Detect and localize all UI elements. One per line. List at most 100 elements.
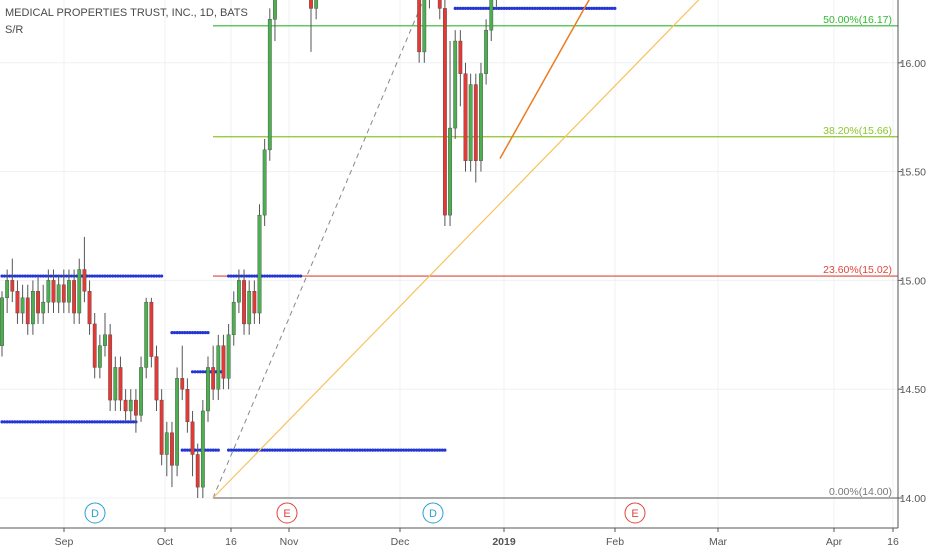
trend-lines[interactable] — [212, 0, 726, 499]
sr-dot — [546, 6, 550, 10]
sr-dot — [438, 448, 442, 452]
sr-dot — [72, 420, 76, 424]
sr-dot — [528, 6, 532, 10]
sr-dot — [414, 448, 419, 452]
trend-line-yellow[interactable] — [212, 0, 718, 499]
sr-dot — [5, 420, 9, 424]
event-circle[interactable] — [624, 502, 646, 524]
sr-dot — [613, 6, 617, 10]
sr-dot — [523, 6, 527, 10]
sr-dot — [90, 420, 94, 424]
sr-dot — [237, 448, 241, 452]
sr-dot — [111, 420, 115, 424]
sr-dot — [340, 448, 344, 452]
sr-dot — [49, 274, 53, 278]
y-tick-label: 14.00 — [900, 493, 926, 505]
candle-up — [113, 367, 118, 401]
event-circle[interactable] — [276, 502, 298, 524]
candle-down — [417, 0, 422, 53]
y-tick-label: 15.50 — [900, 167, 926, 179]
sr-dot — [499, 6, 504, 10]
sr-dot — [384, 448, 388, 452]
sr-dot — [198, 331, 202, 335]
sr-dot — [206, 448, 210, 452]
sr-dot — [21, 420, 25, 424]
sr-dot — [100, 274, 105, 278]
sr-dot — [548, 6, 553, 10]
sr-dot — [517, 6, 522, 10]
sr-dot — [229, 274, 233, 278]
candle-up — [422, 0, 427, 53]
event-circle[interactable] — [84, 502, 106, 524]
sr-dot — [443, 448, 447, 452]
sr-dot — [463, 6, 468, 10]
sr-dot — [196, 331, 200, 335]
sr-dot — [129, 274, 133, 278]
sr-dot — [116, 420, 120, 424]
event-marker-d[interactable]: D — [422, 502, 444, 524]
sr-dot — [373, 448, 377, 452]
sr-dot — [77, 420, 81, 424]
sr-dot — [190, 331, 195, 335]
candle-down — [92, 323, 97, 368]
sr-dot — [335, 448, 339, 452]
sr-dot — [420, 448, 424, 452]
sr-dot — [234, 448, 238, 452]
sr-dot — [227, 448, 231, 452]
sr-dot — [505, 6, 509, 10]
event-circle[interactable] — [422, 502, 444, 524]
sr-dot — [407, 448, 411, 452]
symbol-title: MEDICAL PROPERTIES TRUST, INC., 1D, BATS — [5, 7, 248, 19]
candle-up — [46, 280, 51, 303]
sr-dot — [239, 448, 244, 452]
event-marker-e[interactable]: E — [276, 502, 298, 524]
sr-dot — [433, 448, 437, 452]
x-tick-label: Apr — [826, 536, 843, 548]
candle-up — [67, 280, 71, 303]
candle-up — [468, 84, 473, 161]
candle-down — [195, 454, 200, 488]
sr-dot — [149, 274, 153, 278]
price-axis-bg — [898, 0, 932, 550]
sr-dot — [265, 448, 269, 452]
sr-dot — [502, 6, 506, 10]
sr-dot — [214, 448, 218, 452]
sr-dot — [360, 448, 365, 452]
sr-dot — [13, 274, 17, 278]
sr-dot — [569, 6, 573, 10]
sr-dot — [311, 448, 316, 452]
sr-dot — [507, 6, 511, 10]
sr-dot — [402, 448, 406, 452]
sr-dot — [559, 6, 563, 10]
sr-dot — [64, 420, 68, 424]
event-marker-d[interactable]: D — [84, 502, 106, 524]
sr-dot — [435, 448, 439, 452]
sr-dot — [121, 420, 125, 424]
fib-level-label: 50.00%(16.17) — [823, 14, 892, 26]
sr-dot — [265, 274, 269, 278]
candle-up — [200, 410, 205, 488]
x-tick-label: Nov — [280, 536, 299, 548]
candle-up — [479, 73, 483, 161]
candle-down — [154, 356, 159, 401]
sr-dot — [574, 6, 578, 10]
candle-up — [489, 0, 494, 31]
fib-trend-dashed[interactable] — [212, 0, 612, 499]
x-tick-label: Sep — [55, 536, 74, 548]
sr-dot — [108, 420, 112, 424]
sr-dot — [268, 448, 272, 452]
event-marker-e[interactable]: E — [624, 502, 646, 524]
sr-dot — [2, 274, 7, 278]
sr-dot — [234, 274, 238, 278]
candle-down — [437, 0, 442, 9]
trend-line-orange[interactable] — [499, 0, 726, 159]
sr-dot — [353, 448, 357, 452]
sr-dot — [556, 6, 560, 10]
fibonacci-retracement[interactable]: 100.00%(18.34)78.60%(17.41)61.80%(16.68)… — [0, 0, 898, 499]
sr-dot — [193, 370, 197, 374]
sr-dot — [348, 448, 352, 452]
candle-down — [211, 367, 216, 390]
candle-up — [314, 0, 319, 9]
